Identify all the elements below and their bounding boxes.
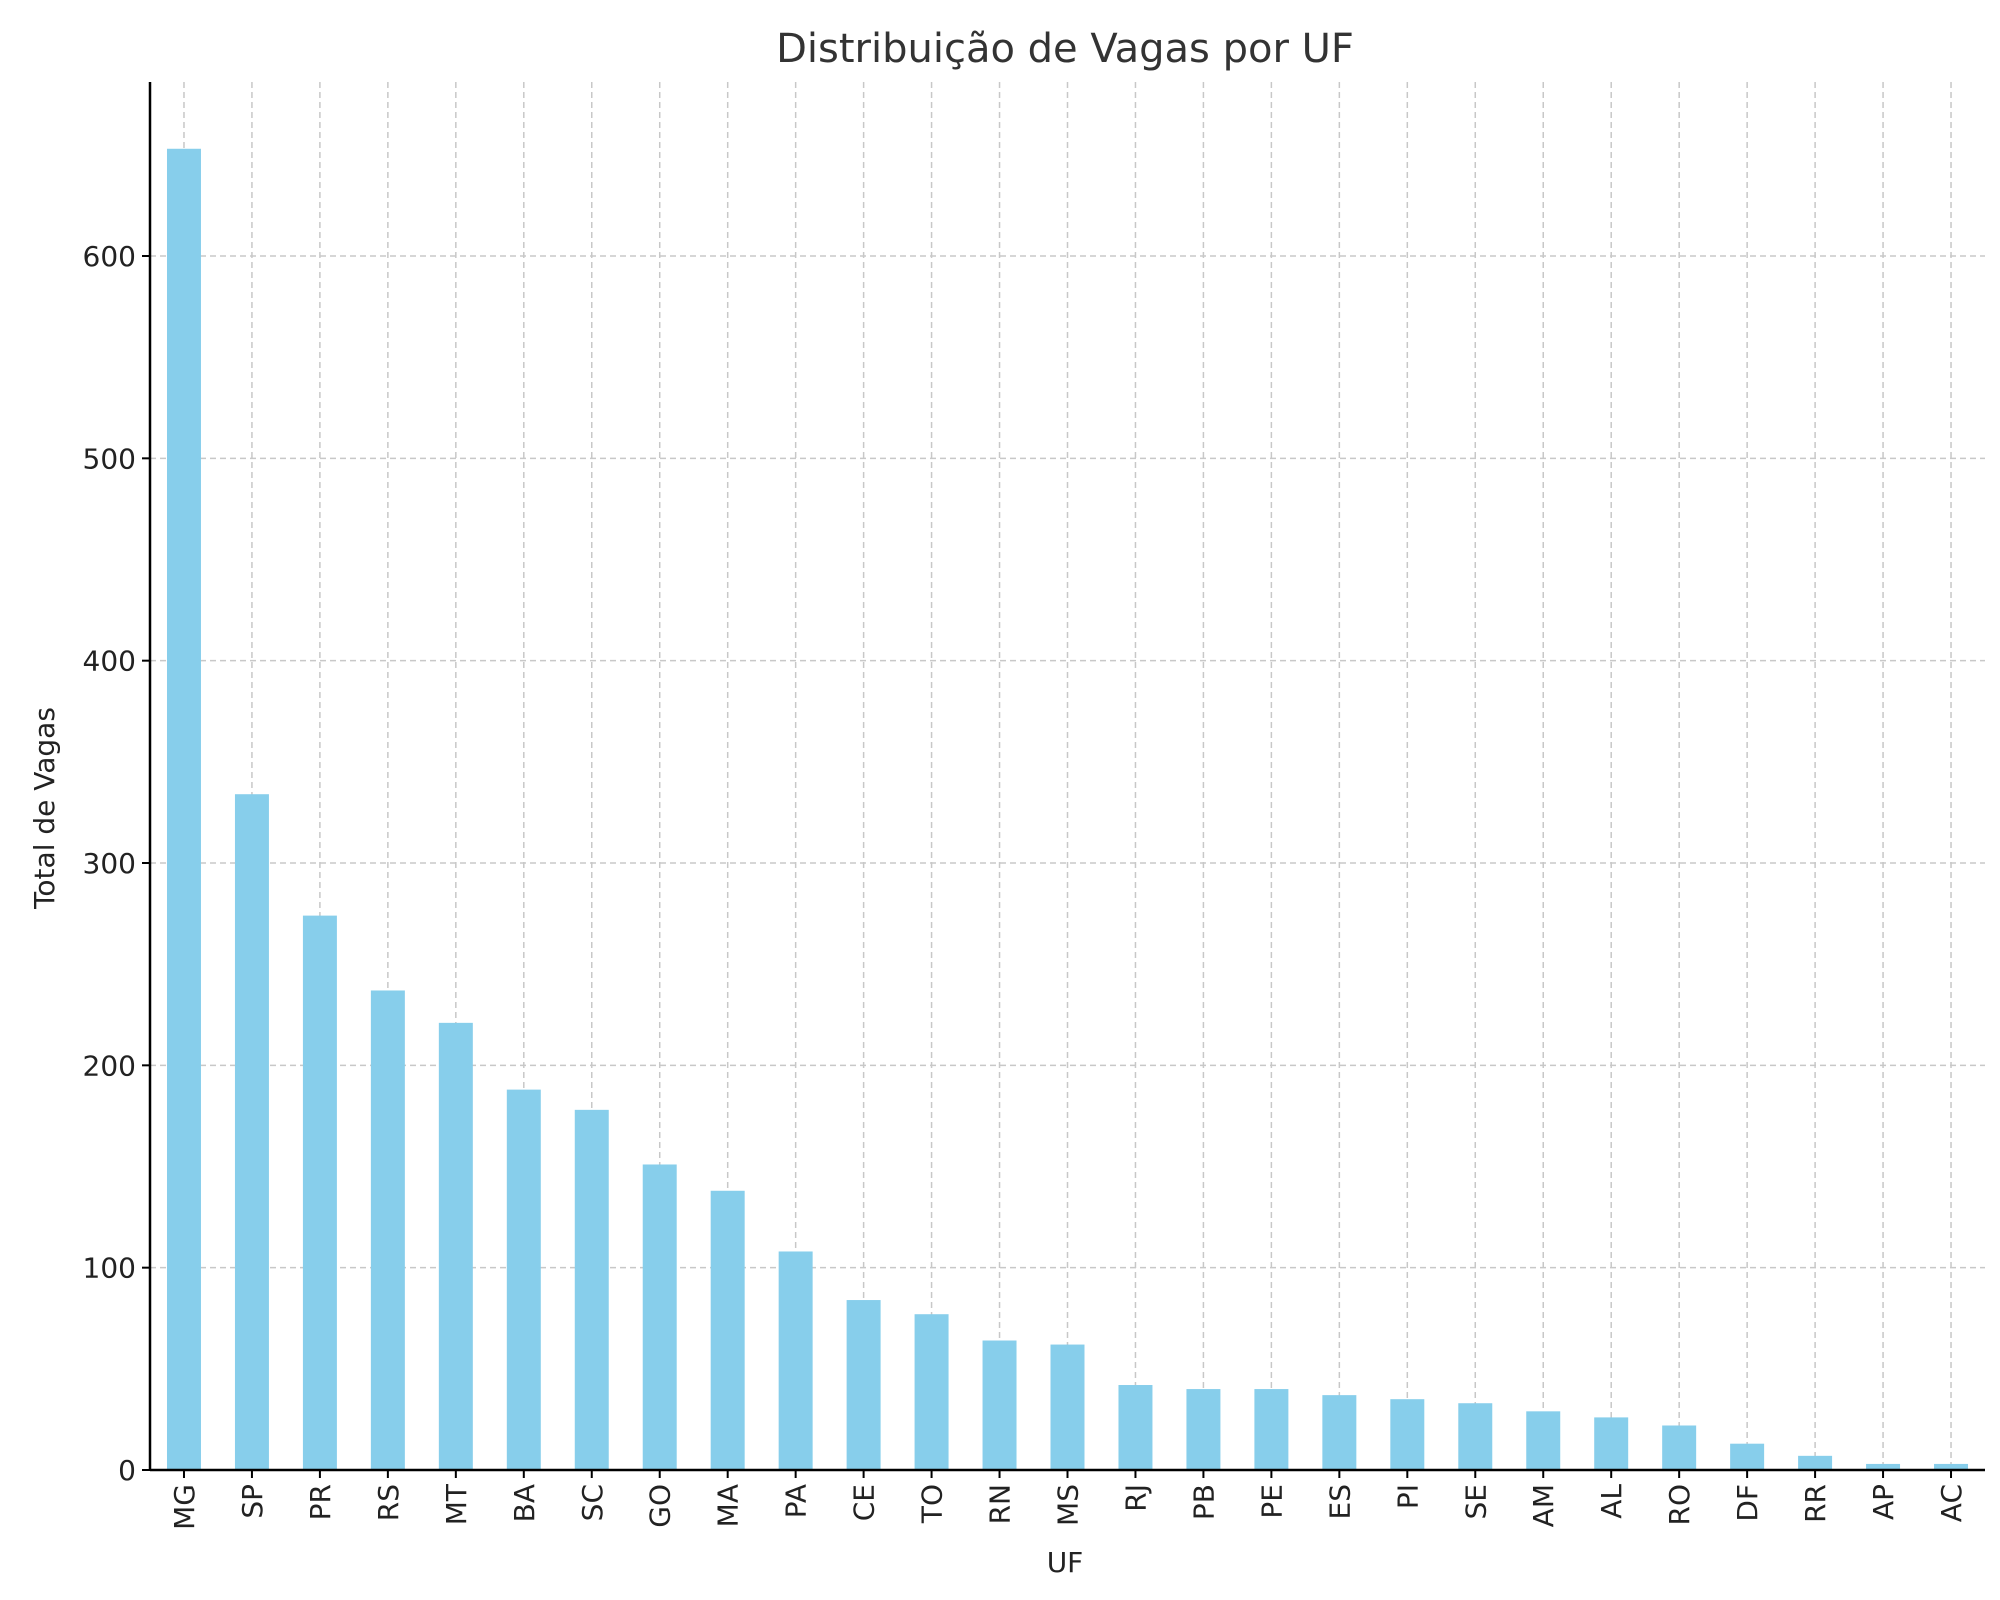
bar-ro [1662, 1425, 1697, 1470]
y-tick-label: 100 [83, 1252, 136, 1285]
x-tick-label: PI [1391, 1484, 1424, 1509]
bar-ms [1050, 1344, 1085, 1470]
bar-al [1594, 1417, 1629, 1470]
x-tick-label: RO [1663, 1484, 1696, 1526]
bar-sc [574, 1109, 609, 1470]
bar-ma [710, 1190, 745, 1470]
x-tick-label: SC [576, 1484, 609, 1521]
x-tick-label: RR [1799, 1484, 1832, 1523]
bar-mg [166, 148, 201, 1471]
x-tick-label: MS [1052, 1484, 1085, 1526]
x-tick-label: BA [508, 1484, 541, 1522]
chart-title: Distribuição de Vagas por UF [776, 26, 1354, 72]
grid-lines [150, 82, 1985, 1471]
x-tick-label: GO [644, 1484, 677, 1528]
x-tick-label: DF [1731, 1484, 1764, 1522]
bar-df [1730, 1443, 1765, 1470]
y-tick-label: 600 [83, 240, 136, 273]
x-tick-label: AC [1935, 1484, 1968, 1522]
bar-mt [438, 1022, 473, 1470]
x-tick-label: AL [1595, 1484, 1628, 1519]
x-tick-label: RN [984, 1484, 1017, 1524]
y-tick-label: 400 [83, 645, 136, 678]
x-tick-label: TO [916, 1484, 949, 1524]
y-tick-label: 500 [83, 442, 136, 475]
x-axis-label: UF [1047, 1546, 1084, 1579]
bars [166, 148, 1969, 1471]
bar-pa [778, 1251, 813, 1470]
x-tick-label: RJ [1119, 1484, 1152, 1512]
y-tick-label: 0 [118, 1454, 136, 1487]
y-axis-label: Total de Vagas [28, 707, 61, 910]
bar-pe [1254, 1389, 1289, 1470]
bar-ce [846, 1300, 881, 1470]
x-tick-label: PA [780, 1484, 813, 1518]
x-tick-label: RS [372, 1484, 405, 1521]
bar-se [1458, 1403, 1493, 1470]
bar-ba [506, 1089, 541, 1470]
y-tick-label: 200 [83, 1049, 136, 1082]
bar-es [1322, 1395, 1357, 1470]
bar-am [1526, 1411, 1561, 1470]
bar-ac [1934, 1463, 1969, 1470]
x-tick-label: AM [1527, 1484, 1560, 1527]
x-tick-label: SP [236, 1484, 269, 1519]
bar-to [914, 1314, 949, 1470]
x-tick-label: ES [1323, 1484, 1356, 1519]
y-axis: 0 100 200 300 400 500 600 [83, 82, 152, 1487]
bar-pb [1186, 1389, 1221, 1470]
x-tick-label: PR [304, 1484, 337, 1520]
bar-rr [1798, 1455, 1833, 1470]
x-tick-label: CE [848, 1484, 881, 1521]
bar-sp [234, 794, 269, 1470]
x-tick-label: AP [1867, 1484, 1900, 1520]
x-tick-label: MA [712, 1484, 745, 1527]
bar-go [642, 1164, 677, 1470]
x-tick-label: PE [1255, 1484, 1288, 1519]
bar-rs [370, 990, 405, 1470]
x-tick-label: MG [168, 1484, 201, 1530]
bar-rn [982, 1340, 1017, 1470]
y-tick-label: 300 [83, 847, 136, 880]
x-tick-label: MT [440, 1483, 473, 1525]
x-tick-label: SE [1459, 1484, 1492, 1519]
bar-rj [1118, 1385, 1153, 1470]
x-axis: MG SP PR RS MT BA SC GO MA PA CE TO RN MS RJ PB PE ES PI SE… [150, 1468, 1985, 1530]
bar-pr [302, 915, 337, 1470]
x-tick-label: PB [1187, 1484, 1220, 1520]
bar-ap [1866, 1463, 1901, 1470]
bar-pi [1390, 1399, 1425, 1470]
